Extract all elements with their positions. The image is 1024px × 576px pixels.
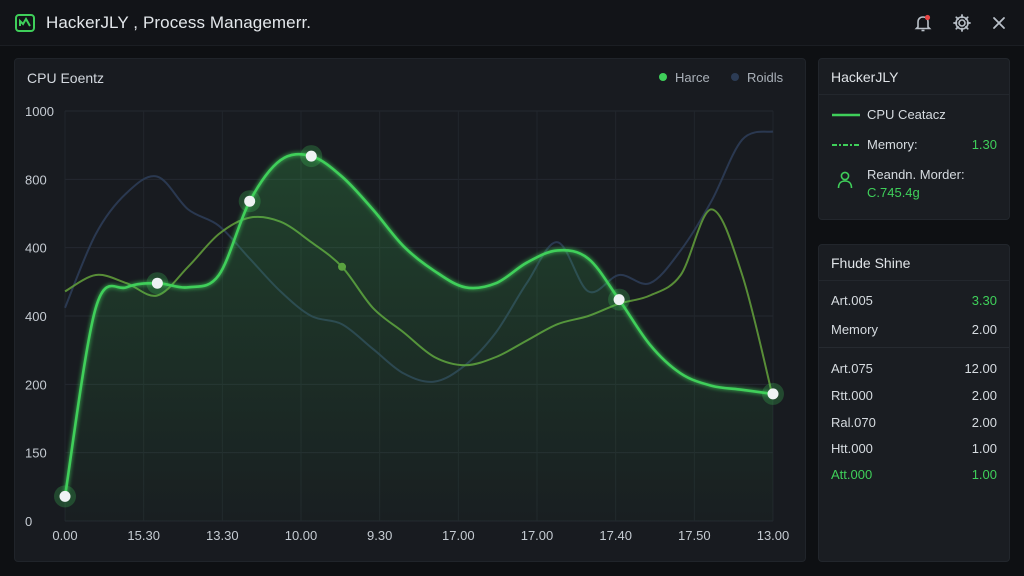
stat-label: Rtt.000 [831,388,873,403]
legend-label: Roidls [747,70,784,85]
stat-row[interactable]: Htt.000 1.00 [831,441,1001,456]
line-swatch-icon [832,144,860,146]
stat-value: 2.00 [971,322,997,337]
x-tick-label: 17.40 [599,528,632,543]
gear-icon [953,14,971,32]
metric-row-cpu[interactable]: CPU Ceatacz [831,107,1001,122]
stat-row[interactable]: Art.005 3.30 [831,293,1001,308]
close-button[interactable] [987,11,1011,35]
y-tick-label: 200 [25,377,47,392]
metric-value: 1.30 [971,137,997,152]
settings-button[interactable] [950,11,974,35]
chart-title: CPU Eoentz [27,70,105,86]
stat-label: Ral.070 [831,415,876,430]
bell-icon [914,14,932,32]
x-tick-label: 17.00 [442,528,475,543]
cpu-line-chart[interactable]: 1000 800 400 400 200 150 0 0.00 15.30 13.30 10.00 9… [15,59,807,563]
metric-label: CPU Ceatacz [867,107,946,122]
x-tick-label: 10.00 [285,528,318,543]
stat-label: Att.000 [831,467,873,482]
metric-row-memory[interactable]: Memory: 1.30 [831,137,1001,152]
panel-header: Fhude Shine [819,245,1009,281]
data-point [767,388,779,400]
process-summary-panel: HackerJLY CPU Ceatacz Memory: 1.30 Reand… [818,58,1010,220]
stat-label: Art.075 [831,361,873,376]
stat-row[interactable]: Art.075 12.00 [831,361,1001,376]
metric-value: C.745.4g [867,185,920,200]
x-tick-label: 15.30 [127,528,160,543]
metric-label: Reandn. Morder: [867,167,965,182]
stat-value: 2.00 [971,415,997,430]
notification-button[interactable] [911,11,935,35]
stat-value: 1.00 [971,441,997,456]
panel-title: Fhude Shine [831,255,911,271]
legend-item-roidls[interactable]: Roidls [731,70,783,85]
x-tick-label: 9.30 [367,528,392,543]
stat-value: 3.30 [971,293,997,308]
y-tick-label: 800 [25,172,47,187]
y-tick-label: 1000 [25,104,54,119]
legend-swatch [659,73,667,81]
data-point [151,277,163,289]
x-tick-label: 17.00 [521,528,554,543]
metric-row-render[interactable]: Reandn. Morder: C.745.4g [831,166,1001,202]
legend-label: Harce [675,70,710,85]
stat-label: Memory [831,322,878,337]
data-point [59,490,71,502]
stat-value: 2.00 [971,388,997,403]
legend-item-harce[interactable]: Harce [659,70,710,85]
stat-row[interactable]: Ral.070 2.00 [831,415,1001,430]
y-tick-label: 400 [25,309,47,324]
x-tick-label: 13.00 [757,528,790,543]
stat-row[interactable]: Memory 2.00 [831,322,1001,337]
data-point [305,150,317,162]
line-swatch-icon [832,113,860,117]
y-tick-label: 400 [25,241,47,256]
x-tick-label: 17.50 [678,528,711,543]
legend-swatch [731,73,739,81]
divider [819,347,1009,348]
stat-value: 12.00 [964,361,997,376]
data-point [613,294,625,306]
stat-value: 1.00 [971,467,997,482]
stat-row[interactable]: Att.000 1.00 [831,467,1001,482]
x-tick-label: 13.30 [206,528,239,543]
data-point [244,195,256,207]
stat-label: Htt.000 [831,441,873,456]
x-tick-label: 0.00 [52,528,77,543]
series-line [63,152,774,497]
user-icon [837,171,853,189]
stats-panel: Fhude Shine Art.005 3.30 Memory 2.00 Art… [818,244,1010,562]
title-bar: HackerJLY , Process Managemerr. [0,0,1024,46]
metric-label: Memory: [867,137,918,152]
window-title: HackerJLY , Process Managemerr. [46,13,312,32]
app-logo-icon [15,14,35,32]
stat-row[interactable]: Rtt.000 2.00 [831,388,1001,403]
close-icon [993,17,1005,29]
y-tick-label: 150 [25,446,47,461]
panel-title: HackerJLY [831,69,899,85]
y-tick-label: 0 [25,514,32,529]
stat-label: Art.005 [831,293,873,308]
panel-header: HackerJLY [819,59,1009,95]
cpu-chart-panel: CPU Eoentz Harce Roidls 1000 800 400 400 200… [14,58,806,562]
series-area [65,154,773,522]
